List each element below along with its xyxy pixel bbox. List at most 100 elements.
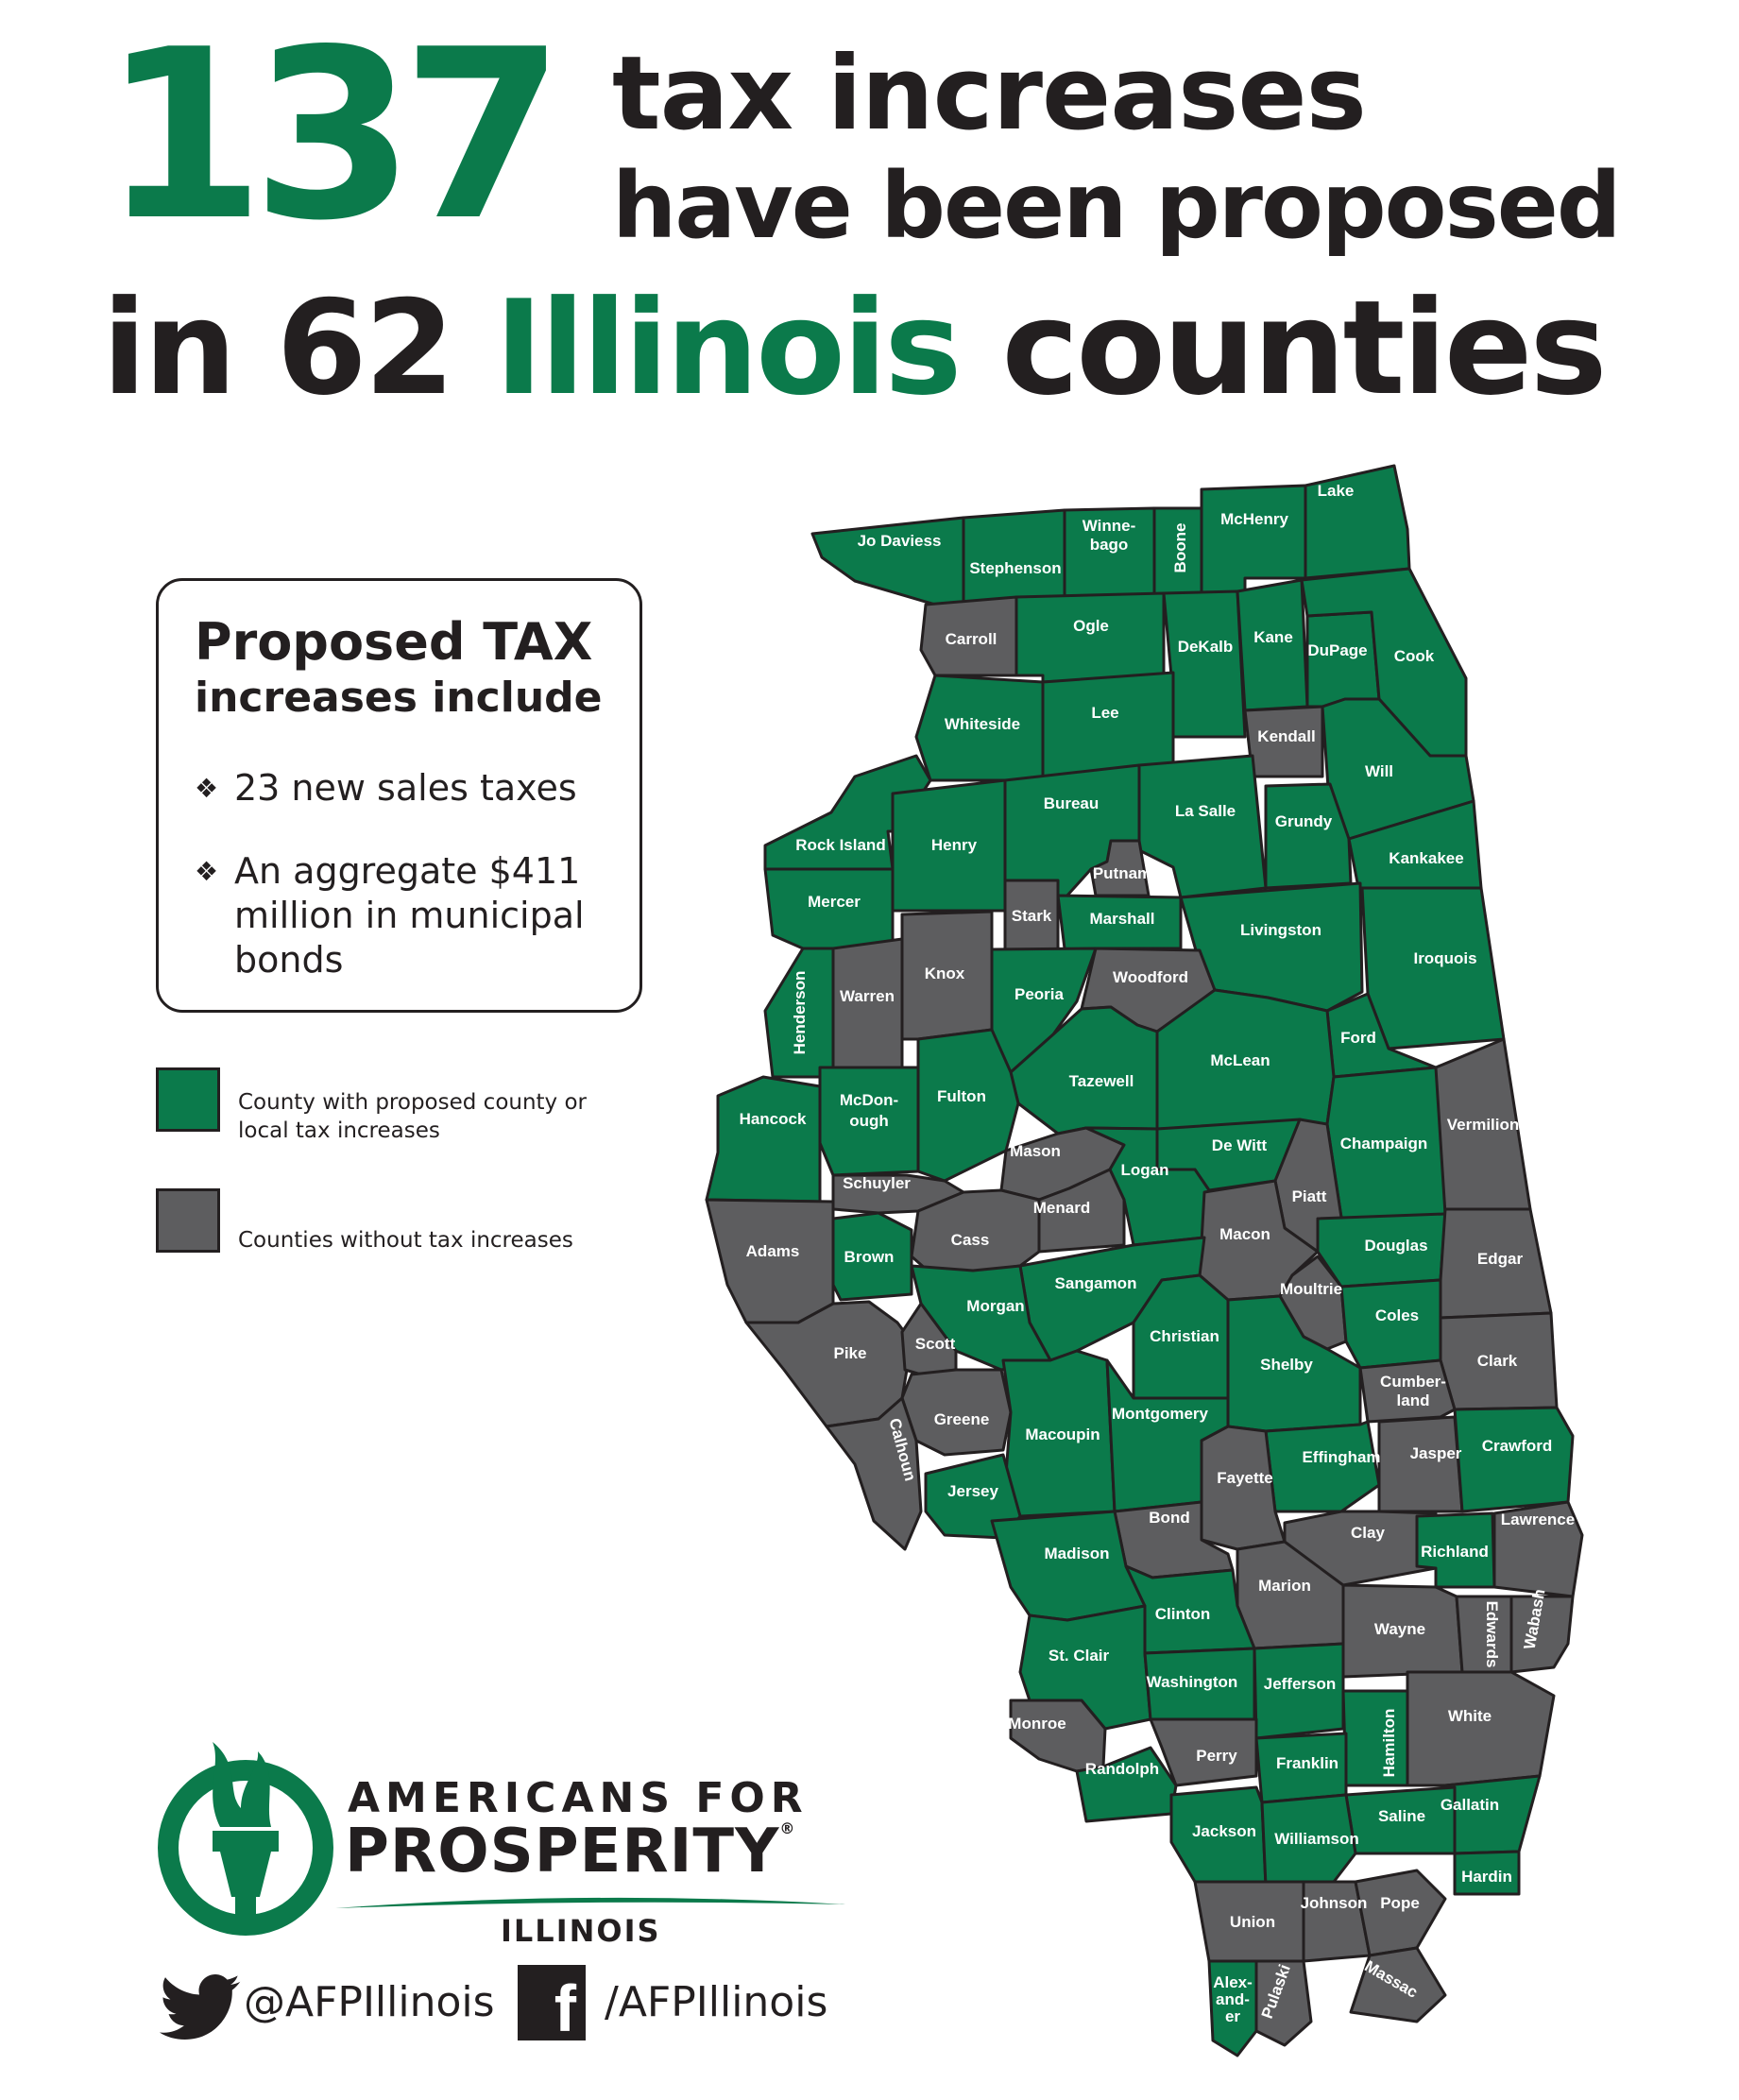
county-label-alex-and-er: and- <box>1216 1990 1250 2008</box>
county-fulton <box>916 1028 1020 1183</box>
county-label-richland: Richland <box>1421 1543 1489 1561</box>
legend-label-without-tax: Counties without tax increases <box>238 1228 573 1253</box>
headline-line-1: tax increases <box>612 35 1367 153</box>
county-label-washington: Washington <box>1147 1673 1238 1691</box>
county-pope <box>1354 1869 1447 1957</box>
county-label-saline: Saline <box>1378 1807 1425 1825</box>
county-label-tazewell: Tazewell <box>1069 1072 1134 1090</box>
county-label-pope: Pope <box>1380 1894 1420 1912</box>
county-label-cass: Cass <box>951 1231 990 1249</box>
county-label-schuyler: Schuyler <box>843 1174 911 1192</box>
county-label-adams: Adams <box>746 1242 800 1260</box>
county-label-ogle: Ogle <box>1073 617 1109 635</box>
county-label-hamilton: Hamilton <box>1380 1709 1398 1778</box>
county-label-gallatin: Gallatin <box>1441 1796 1499 1814</box>
county-label-randolph: Randolph <box>1085 1760 1159 1778</box>
county-label-madison: Madison <box>1045 1545 1110 1562</box>
afp-brand-prosperity: PROSPERITY <box>345 1817 780 1887</box>
county-label-jersey: Jersey <box>947 1482 998 1500</box>
county-label-menard: Menard <box>1033 1199 1090 1217</box>
county-label-grundy: Grundy <box>1275 812 1333 830</box>
county-randolph <box>1075 1746 1178 1823</box>
county-label-lake: Lake <box>1318 482 1355 500</box>
county-kendall <box>1243 705 1324 778</box>
twitter-handle[interactable]: @AFPIllinois <box>244 1978 495 2026</box>
county-ogle <box>1014 591 1166 684</box>
county-label-clark: Clark <box>1477 1352 1518 1370</box>
county-label-macon: Macon <box>1219 1225 1270 1243</box>
county-label-clinton: Clinton <box>1155 1605 1211 1623</box>
diamond-bullet-icon: ❖ <box>195 856 219 887</box>
county-label-marion: Marion <box>1258 1577 1311 1595</box>
county-label-hardin: Hardin <box>1461 1868 1512 1886</box>
county-brown <box>831 1211 913 1302</box>
county-label-edwards: Edwards <box>1483 1601 1501 1668</box>
county-label-henderson: Henderson <box>791 971 809 1055</box>
county-label-winne-bago: Winne- <box>1083 517 1136 535</box>
county-white <box>1406 1670 1556 1787</box>
twitter-bird-icon[interactable] <box>159 1972 244 2040</box>
facebook-f-icon[interactable]: f <box>518 1965 586 2040</box>
county-label-bureau: Bureau <box>1044 794 1100 812</box>
county-jasper <box>1377 1415 1464 1513</box>
county-label-johnson: Johnson <box>1301 1894 1368 1912</box>
county-label-fulton: Fulton <box>937 1087 986 1105</box>
county-label-jo-daviess: Jo Daviess <box>858 532 942 550</box>
county-label-douglas: Douglas <box>1364 1237 1427 1255</box>
county-label-st-clair: St. Clair <box>1049 1647 1110 1665</box>
county-dekalb <box>1162 589 1247 739</box>
afp-brand-state: ILLINOIS <box>501 1913 661 1949</box>
county-label-clay: Clay <box>1351 1524 1385 1542</box>
county-label-warren: Warren <box>840 987 895 1005</box>
county-label-kane: Kane <box>1253 628 1293 646</box>
legend-swatch-with-tax <box>156 1067 220 1132</box>
county-label-montgomery: Montgomery <box>1112 1405 1209 1423</box>
county-mercer <box>763 867 895 954</box>
county-label-sangamon: Sangamon <box>1055 1274 1137 1292</box>
county-label-livingston: Livingston <box>1240 921 1321 939</box>
torch-logo-icon <box>158 1742 333 1936</box>
headline-state-text: Illinois <box>494 272 963 424</box>
county-label-fayette: Fayette <box>1217 1469 1273 1487</box>
county-fayette <box>1200 1425 1287 1551</box>
brand-swoosh-divider <box>335 1897 845 1908</box>
county-lake <box>1304 464 1411 580</box>
county-label-perry: Perry <box>1196 1747 1237 1765</box>
county-label-macoupin: Macoupin <box>1025 1426 1100 1443</box>
county-label-christian: Christian <box>1150 1327 1219 1345</box>
county-label-greene: Greene <box>934 1410 990 1428</box>
county-label-mason: Mason <box>1010 1142 1061 1160</box>
county-label-iroquois: Iroquois <box>1413 949 1476 967</box>
proposed-tax-info-box: Proposed TAX increases include ❖ 23 new … <box>156 578 642 1013</box>
county-label-de-witt: De Witt <box>1212 1136 1268 1154</box>
county-label-cook: Cook <box>1394 647 1435 665</box>
county-label-cumber-land: Cumber- <box>1380 1373 1446 1391</box>
county-label-marshall: Marshall <box>1090 910 1155 928</box>
info-bullet-1: ❖ 23 new sales taxes <box>195 766 631 811</box>
county-label-logan: Logan <box>1121 1161 1169 1179</box>
county-label-alex-and-er: er <box>1225 2007 1240 2025</box>
county-label-morgan: Morgan <box>966 1297 1024 1315</box>
county-calhoun <box>825 1396 923 1551</box>
county-label-boone: Boone <box>1171 523 1189 573</box>
county-label-knox: Knox <box>925 965 965 982</box>
facebook-handle[interactable]: /AFPIllinois <box>605 1978 828 2026</box>
county-hardin <box>1453 1850 1521 1896</box>
county-perry <box>1149 1717 1258 1787</box>
county-effingham <box>1264 1420 1381 1513</box>
county-label-jasper: Jasper <box>1410 1444 1462 1462</box>
county-label-dekalb: DeKalb <box>1178 638 1234 656</box>
county-label-will: Will <box>1365 762 1393 780</box>
county-label-cumber-land: land <box>1397 1391 1430 1409</box>
county-label-vermilion: Vermilion <box>1447 1116 1520 1134</box>
county-la-salle <box>1137 754 1268 899</box>
county-label-shelby: Shelby <box>1260 1356 1313 1374</box>
afp-brand-line-1: AMERICANS FOR <box>348 1774 809 1822</box>
county-mchenry <box>1200 484 1307 599</box>
county-label-mclean: McLean <box>1210 1051 1270 1069</box>
county-alex-and-er <box>1207 1959 1258 2057</box>
legend-swatch-without-tax <box>156 1188 220 1253</box>
county-cass <box>910 1188 1041 1279</box>
county-cumber-land <box>1358 1358 1457 1424</box>
county-stephenson <box>962 508 1066 606</box>
